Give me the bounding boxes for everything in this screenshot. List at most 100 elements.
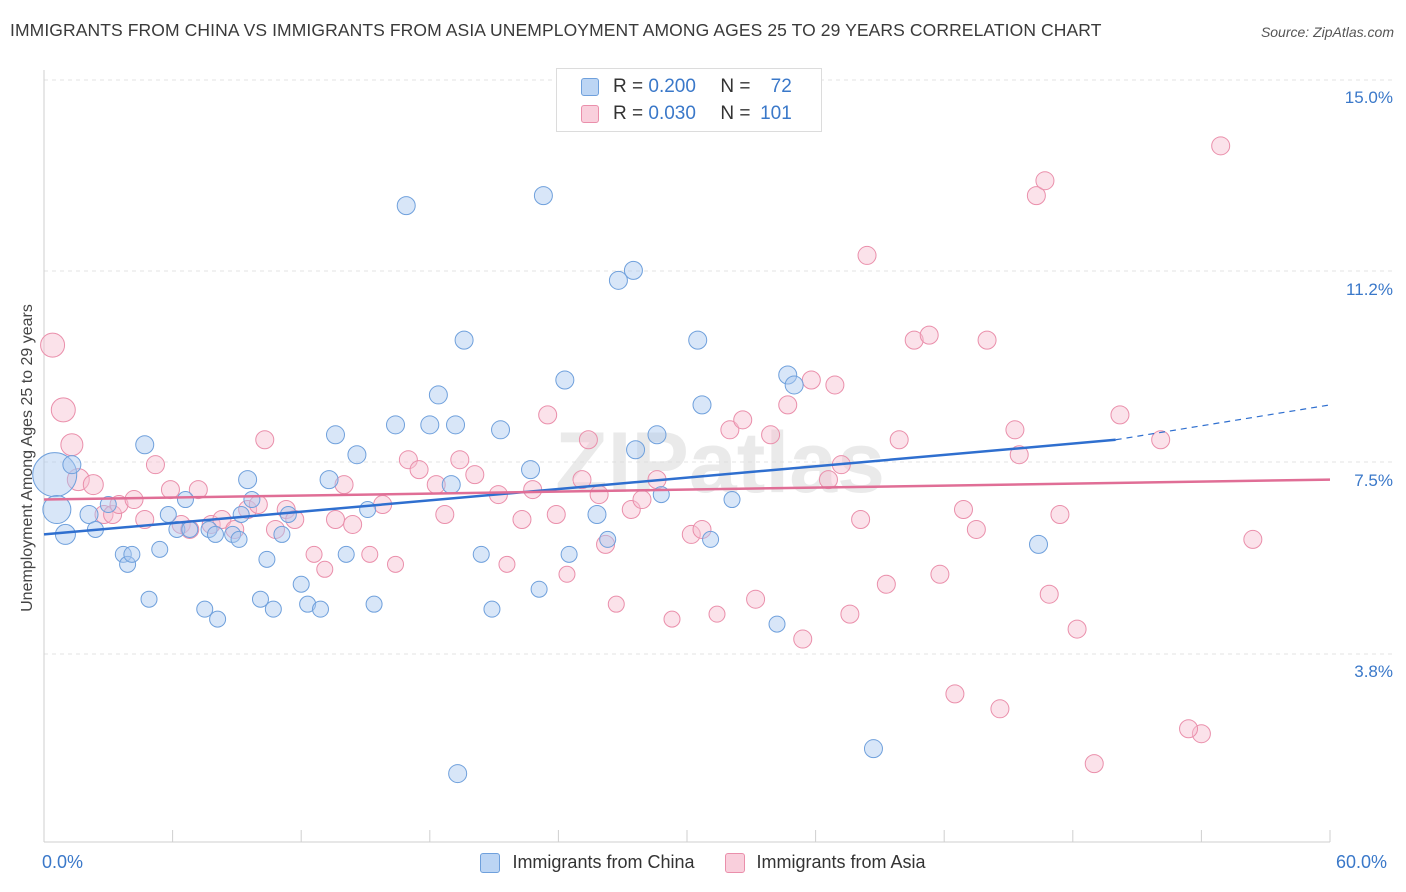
china-point xyxy=(359,501,377,519)
asia-point xyxy=(188,480,208,500)
asia-point xyxy=(409,460,429,480)
china-point xyxy=(863,739,883,759)
asia-point xyxy=(465,465,485,485)
asia-point xyxy=(966,519,986,539)
asia-r-value: 0.030 xyxy=(648,103,696,124)
china-point xyxy=(491,420,511,440)
china-point xyxy=(483,600,501,618)
asia-point xyxy=(1179,719,1199,739)
china-r-label: R = xyxy=(613,76,644,97)
asia-point xyxy=(818,470,838,490)
china-n-value: 72 xyxy=(770,76,792,97)
china-point xyxy=(623,260,643,280)
asia-point xyxy=(1039,584,1059,604)
asia-point xyxy=(124,490,144,510)
chart-title: IMMIGRANTS FROM CHINA VS IMMIGRANTS FROM… xyxy=(10,20,1102,40)
china-point xyxy=(151,540,169,558)
legend-china-swatch xyxy=(480,852,501,873)
china-trend-extension xyxy=(1115,404,1331,441)
asia-point xyxy=(801,370,821,390)
asia-point xyxy=(82,474,104,496)
china-point xyxy=(230,530,248,548)
asia-point xyxy=(1035,171,1055,191)
china-point xyxy=(626,440,646,460)
asia-point xyxy=(1005,420,1025,440)
asia-point xyxy=(435,505,455,524)
asia-point xyxy=(325,509,345,529)
asia-point xyxy=(498,555,516,573)
china-point xyxy=(264,600,282,618)
asia-point xyxy=(840,604,860,624)
china-point xyxy=(555,370,575,390)
asia-point xyxy=(512,509,532,529)
asia-point xyxy=(255,430,275,450)
asia-point xyxy=(361,545,379,563)
asia-point xyxy=(316,560,334,578)
china-point xyxy=(99,496,117,514)
y-tick-label-0: 3.8% xyxy=(1354,662,1393,681)
asia-point xyxy=(692,519,712,539)
asia-point xyxy=(1026,186,1046,206)
asia-r-label: R = xyxy=(613,103,644,124)
china-point xyxy=(587,505,607,524)
legend-row-asia: R = 0.030 N = 101 xyxy=(581,103,792,125)
y-tick-label-1: 7.5% xyxy=(1354,471,1393,490)
chart-source: Source: ZipAtlas.com xyxy=(1260,24,1394,40)
china-point xyxy=(196,600,214,618)
china-point xyxy=(647,425,667,445)
china-swatch xyxy=(581,78,599,96)
asia-point xyxy=(334,475,354,495)
axis-layer xyxy=(43,70,1331,843)
china-point xyxy=(273,525,291,543)
y-tick-label-3: 15.0% xyxy=(1345,88,1393,107)
asia-point xyxy=(990,699,1010,719)
china-point xyxy=(206,525,224,543)
china-point xyxy=(560,545,578,563)
china-point xyxy=(311,600,329,618)
asia-point xyxy=(919,325,939,345)
china-point xyxy=(396,196,416,216)
china-point xyxy=(692,395,712,415)
asia-point xyxy=(1110,405,1130,425)
asia-point xyxy=(1151,430,1171,450)
asia-point xyxy=(103,505,123,524)
china-point xyxy=(441,475,461,495)
asia-point xyxy=(1243,529,1263,549)
asia-point xyxy=(398,450,418,470)
asia-point xyxy=(145,455,165,475)
china-point xyxy=(768,615,786,633)
china-point xyxy=(32,452,78,498)
asia-point xyxy=(558,565,576,583)
china-point xyxy=(325,425,345,445)
legend-row-china: R = 0.200 N = 72 xyxy=(581,76,792,98)
asia-point xyxy=(708,605,726,623)
legend-item-china: Immigrants from China xyxy=(480,852,695,873)
china-point xyxy=(319,470,339,490)
china-point xyxy=(420,415,440,435)
asia-point xyxy=(778,395,798,415)
asia-point xyxy=(1084,754,1104,774)
asia-point xyxy=(40,332,66,358)
china-point xyxy=(784,375,804,395)
series-legend: Immigrants from China Immigrants from As… xyxy=(0,852,1406,873)
asia-point xyxy=(733,410,753,430)
china-trend-line xyxy=(43,438,1116,536)
asia-point xyxy=(1211,136,1231,156)
asia-point xyxy=(793,629,813,649)
china-point xyxy=(454,330,474,350)
legend-item-asia: Immigrants from Asia xyxy=(724,852,926,873)
china-point xyxy=(723,491,741,509)
legend-asia-label: Immigrants from Asia xyxy=(756,852,926,872)
asia-point xyxy=(160,480,180,500)
asia-point xyxy=(663,610,681,628)
china-point xyxy=(42,495,72,525)
china-point xyxy=(386,415,406,435)
asia-point xyxy=(851,509,871,529)
china-point xyxy=(251,590,269,608)
china-point xyxy=(533,186,553,206)
asia-point xyxy=(889,430,909,450)
china-point xyxy=(176,491,194,509)
trend-layer xyxy=(43,404,1331,536)
china-point xyxy=(428,385,448,405)
